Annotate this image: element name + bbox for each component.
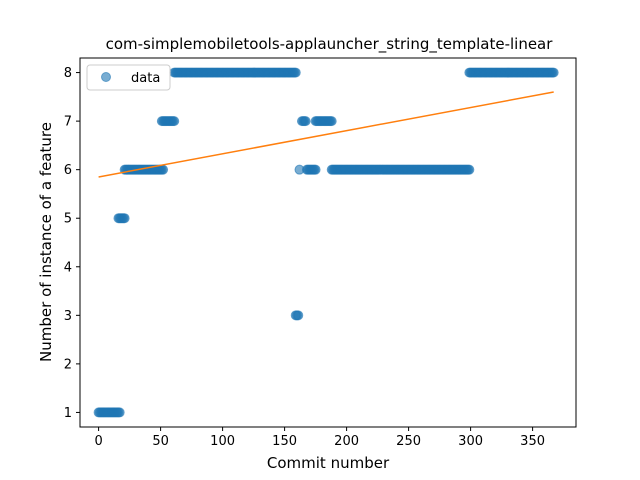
data-point (464, 164, 475, 175)
y-axis-title: Number of instance of a feature (37, 122, 55, 362)
y-tick-label: 2 (64, 357, 72, 372)
data-points (93, 67, 559, 418)
chart-title: com-simplemobiletools-applauncher_string… (106, 35, 554, 54)
x-tick-label: 250 (396, 434, 421, 449)
x-tick-label: 0 (94, 434, 102, 449)
y-tick-label: 7 (64, 115, 72, 130)
data-point (310, 164, 321, 175)
x-tick-label: 300 (458, 434, 483, 449)
y-axis-ticks: 1 2 3 4 5 6 7 8 (64, 66, 80, 421)
x-tick-label: 100 (210, 434, 235, 449)
y-tick-label: 8 (64, 66, 72, 81)
data-point (290, 67, 301, 78)
x-tick-label: 350 (520, 434, 545, 449)
x-tick-label: 150 (272, 434, 297, 449)
fit-line (98, 91, 554, 178)
x-tick-label: 50 (152, 434, 169, 449)
x-axis-title: Commit number (267, 454, 390, 472)
legend: data (86, 64, 171, 91)
fit-line-layer (98, 91, 554, 178)
y-tick-label: 1 (64, 406, 72, 421)
legend-marker (101, 72, 111, 82)
x-tick-label: 200 (334, 434, 359, 449)
data-point (300, 116, 311, 127)
data-point (326, 116, 337, 127)
y-tick-label: 5 (64, 212, 72, 227)
y-tick-label: 6 (64, 163, 72, 178)
data-point (169, 116, 180, 127)
data-point (158, 164, 169, 175)
data-point (119, 213, 130, 224)
x-axis-ticks: 0 50 100 150 200 250 300 350 (94, 427, 545, 449)
plot-frame (79, 57, 577, 428)
data-point (293, 310, 304, 321)
legend-box (86, 64, 171, 91)
legend-label: data (131, 71, 160, 86)
data-point (548, 67, 559, 78)
data-point (114, 407, 125, 418)
y-tick-label: 4 (64, 260, 72, 275)
y-tick-label: 3 (64, 309, 72, 324)
